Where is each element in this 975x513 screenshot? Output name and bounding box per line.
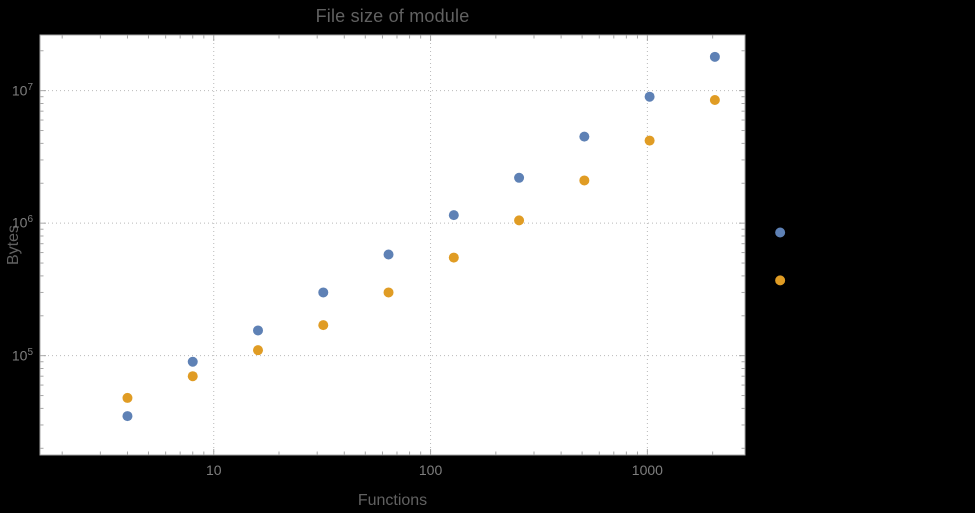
data-point-series-2 [122, 392, 133, 403]
data-point-series-2 [644, 135, 655, 146]
plot-frame [39, 34, 746, 456]
data-point-series-1 [579, 131, 590, 142]
data-point-series-2 [579, 175, 590, 186]
data-point-series-1 [383, 249, 394, 260]
y-tick-label: 106 [11, 213, 33, 231]
data-point-series-2 [448, 252, 459, 263]
data-point-series-1 [318, 287, 329, 298]
data-point-series-2 [383, 287, 394, 298]
x-axis-label: Functions [357, 492, 428, 509]
data-point-series-1 [448, 210, 459, 221]
y-tick-label: 107 [11, 81, 33, 99]
data-point-series-1 [775, 227, 786, 238]
chart-title: File size of module [315, 6, 470, 26]
data-point-series-2 [187, 371, 198, 382]
data-point-series-2 [709, 95, 720, 106]
x-tick-label: 10 [205, 462, 222, 478]
data-point-series-2 [253, 345, 264, 356]
data-point-series-1 [187, 356, 198, 367]
data-point-series-2 [775, 275, 786, 286]
data-point-series-1 [122, 411, 133, 422]
data-point-series-1 [514, 172, 525, 183]
x-tick-label: 1000 [631, 462, 663, 478]
data-point-series-1 [253, 325, 264, 336]
y-axis-label: Bytes [5, 224, 22, 266]
data-point-series-1 [644, 91, 655, 102]
data-point-series-1 [709, 51, 720, 62]
y-tick-label: 105 [11, 346, 33, 364]
x-tick-label: 100 [418, 462, 443, 478]
data-point-series-2 [318, 320, 329, 331]
plot-area [40, 35, 745, 455]
data-point-series-2 [514, 215, 525, 226]
